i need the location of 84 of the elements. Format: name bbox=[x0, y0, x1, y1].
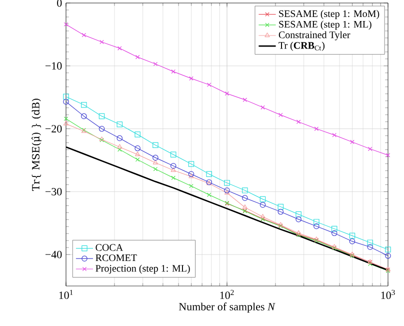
y-tick-label: −30 bbox=[45, 188, 62, 196]
point bbox=[189, 76, 194, 81]
legend-label: Projection (step 1: ML) bbox=[96, 264, 190, 274]
x-tick-label: 10$^{3}$ bbox=[381, 290, 395, 300]
point bbox=[242, 98, 248, 102]
legend-label: SESAME (step 1: ML) bbox=[279, 20, 372, 30]
point bbox=[63, 94, 69, 100]
legend-label: Constrained Tyler bbox=[278, 31, 350, 40]
legend-label: Tr (CRB$_{Ct}$) bbox=[278, 42, 324, 51]
point bbox=[296, 216, 302, 222]
y-axis-title: Tr{ MSE(μ̂) } (dB) bbox=[31, 98, 42, 191]
point bbox=[81, 113, 87, 120]
point bbox=[134, 132, 140, 138]
point bbox=[170, 162, 176, 169]
point bbox=[134, 145, 140, 152]
point bbox=[188, 174, 194, 178]
point bbox=[152, 160, 158, 164]
point bbox=[117, 144, 122, 149]
point bbox=[152, 154, 158, 161]
point bbox=[135, 152, 140, 156]
point bbox=[314, 126, 319, 131]
point bbox=[224, 190, 230, 195]
point bbox=[242, 188, 248, 194]
point bbox=[63, 98, 69, 105]
point bbox=[188, 161, 194, 167]
point bbox=[278, 112, 283, 118]
point bbox=[98, 126, 105, 132]
legend-label: RCOMET bbox=[96, 254, 137, 262]
point bbox=[188, 171, 194, 177]
legend-label: SESAME (step 1: MoM) bbox=[279, 10, 380, 20]
point bbox=[367, 240, 373, 246]
point bbox=[170, 167, 176, 172]
point bbox=[385, 252, 391, 259]
point bbox=[331, 226, 338, 232]
point bbox=[224, 91, 230, 96]
point bbox=[296, 211, 302, 218]
point bbox=[98, 113, 105, 120]
point bbox=[171, 176, 176, 180]
point bbox=[278, 204, 284, 210]
point bbox=[224, 180, 230, 186]
point bbox=[385, 246, 391, 252]
point bbox=[242, 195, 248, 201]
point bbox=[135, 157, 140, 162]
point bbox=[367, 244, 373, 250]
point bbox=[368, 146, 372, 152]
point bbox=[118, 147, 122, 152]
point bbox=[81, 102, 87, 108]
point bbox=[260, 214, 266, 218]
point bbox=[242, 204, 248, 209]
x-axis-title: Number of samples N bbox=[178, 302, 276, 313]
point bbox=[331, 230, 338, 236]
point bbox=[116, 121, 123, 128]
point bbox=[332, 132, 336, 138]
point bbox=[206, 82, 212, 87]
point bbox=[153, 166, 158, 172]
point bbox=[118, 46, 122, 50]
point bbox=[206, 171, 212, 177]
point bbox=[82, 32, 86, 38]
point bbox=[189, 184, 194, 188]
point bbox=[278, 208, 284, 215]
point bbox=[152, 142, 158, 148]
point bbox=[314, 218, 320, 225]
y-tick-label: −20 bbox=[45, 125, 62, 132]
point bbox=[350, 140, 354, 144]
point bbox=[349, 238, 356, 244]
point bbox=[260, 202, 266, 208]
legend-label: COCA bbox=[96, 244, 124, 251]
point bbox=[153, 62, 158, 66]
point bbox=[224, 188, 230, 194]
point bbox=[314, 223, 320, 230]
point bbox=[349, 232, 356, 239]
point bbox=[135, 54, 140, 60]
point bbox=[100, 40, 104, 44]
point bbox=[116, 135, 123, 142]
point bbox=[296, 120, 301, 124]
point bbox=[170, 152, 176, 158]
point bbox=[171, 69, 176, 74]
point bbox=[206, 192, 212, 197]
x-tick-label: 10$^{1}$ bbox=[59, 290, 73, 300]
y-tick-label: −40 bbox=[45, 250, 62, 258]
x-tick-label: 10$^{2}$ bbox=[220, 290, 234, 300]
point bbox=[260, 196, 266, 202]
y-tick-label: −10 bbox=[45, 62, 62, 70]
point bbox=[260, 105, 265, 110]
